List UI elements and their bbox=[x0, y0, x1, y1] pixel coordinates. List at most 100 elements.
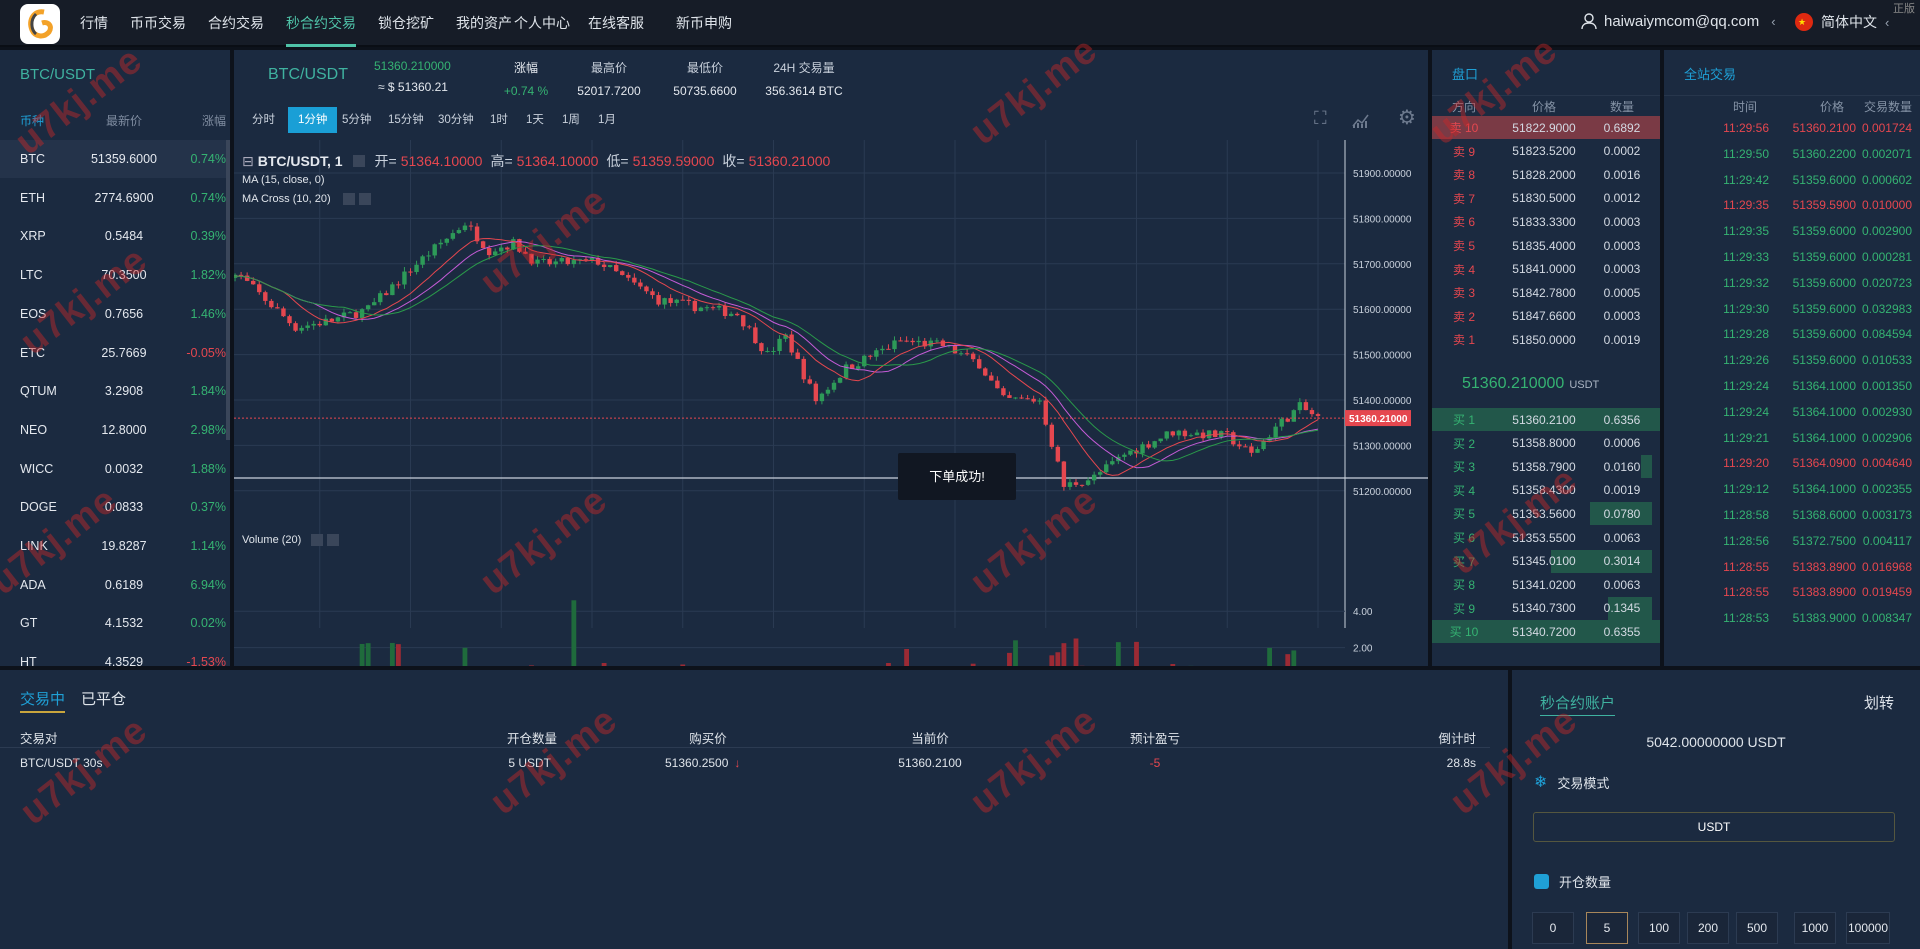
macross-settings-icon[interactable] bbox=[342, 193, 355, 205]
volume-bar bbox=[365, 643, 371, 666]
tab-closed-positions[interactable]: 已平仓 bbox=[81, 691, 127, 708]
bid-row[interactable]: 买 1 51360.2100 0.6356 bbox=[1432, 408, 1660, 431]
timeframe-tab[interactable]: 15分钟 bbox=[388, 114, 424, 126]
market-row[interactable]: ETH 2774.6900 0.74% bbox=[0, 179, 226, 217]
volume-bar bbox=[601, 663, 607, 666]
trade-amount: 0.000602 bbox=[1861, 172, 1912, 187]
coin-price: 0.5484 bbox=[104, 229, 144, 244]
candle bbox=[565, 258, 570, 265]
timeframe-tab[interactable]: 5分钟 bbox=[342, 114, 372, 126]
position-row[interactable]: BTC/USDT 30s 5 USDT 51360.2500 ↓ 51360.21… bbox=[0, 752, 1490, 776]
nav-item[interactable]: 个人中心 bbox=[514, 15, 570, 31]
market-row[interactable]: QTUM 3.2908 1.84% bbox=[0, 372, 226, 410]
timeframe-tab[interactable]: 1时 bbox=[490, 114, 508, 126]
ask-row[interactable]: 卖 8 51828.2000 0.0016 bbox=[1432, 163, 1660, 186]
bid-row[interactable]: 买 6 51353.5500 0.0063 bbox=[1432, 526, 1660, 549]
candlestick-chart[interactable]: 51900.00000 51800.00000 51700.00000 51600.0… bbox=[234, 140, 1428, 666]
timeframe-tab[interactable]: 30分钟 bbox=[438, 114, 474, 126]
order-amount: 0.3014 bbox=[1603, 554, 1641, 569]
amount-option[interactable]: 200 bbox=[1687, 912, 1729, 944]
timeframe-tab[interactable]: 1月 bbox=[598, 114, 616, 126]
ask-row[interactable]: 卖 3 51842.7800 0.0005 bbox=[1432, 281, 1660, 304]
logo[interactable] bbox=[20, 4, 60, 44]
market-row[interactable]: ADA 0.6189 6.94% bbox=[0, 566, 226, 604]
nav-item[interactable]: 锁仓挖矿 bbox=[378, 15, 434, 31]
timeframe-tab[interactable]: 1分钟 bbox=[288, 107, 338, 133]
settings-gear-icon[interactable]: ⚙ bbox=[1398, 107, 1416, 129]
macross-close-icon[interactable] bbox=[358, 193, 371, 205]
indicator-icon[interactable] bbox=[1352, 112, 1370, 128]
market-row[interactable]: NEO 12.8000 2.98% bbox=[0, 411, 226, 449]
bid-row[interactable]: 买 10 51340.7200 0.6355 bbox=[1432, 620, 1660, 644]
trade-row: 11:29:32 51359.6000 0.020723 bbox=[1664, 271, 1920, 295]
candle bbox=[856, 366, 861, 369]
price-tick-label: 51400.00000 bbox=[1353, 396, 1412, 407]
coin-change: -0.05% bbox=[186, 345, 226, 360]
candle bbox=[547, 258, 552, 265]
collapse-icon[interactable]: ⊟ bbox=[242, 152, 254, 169]
nav-item[interactable]: 合约交易 bbox=[208, 15, 264, 31]
user-menu[interactable]: haiwaiymcom@qq.com ‹ bbox=[1580, 12, 1776, 30]
ask-row[interactable]: 卖 6 51833.3300 0.0003 bbox=[1432, 210, 1660, 233]
account-title[interactable]: 秒合约账户 bbox=[1540, 692, 1616, 716]
ask-row[interactable]: 卖 7 51830.5000 0.0012 bbox=[1432, 187, 1660, 210]
market-row[interactable]: LTC 70.3500 1.82% bbox=[0, 256, 226, 294]
col-change[interactable]: 涨幅 bbox=[201, 114, 226, 128]
col-coin[interactable]: 币种 bbox=[20, 114, 45, 128]
col-price[interactable]: 最新价 bbox=[105, 114, 142, 128]
scrollbar[interactable] bbox=[226, 140, 230, 440]
candle bbox=[426, 255, 431, 257]
ask-row[interactable]: 卖 10 51822.9000 0.6892 bbox=[1432, 116, 1660, 139]
bid-row[interactable]: 买 8 51341.0200 0.0063 bbox=[1432, 573, 1660, 596]
timeframe-tab[interactable]: 分时 bbox=[252, 114, 275, 126]
transfer-button[interactable]: 划转 bbox=[1864, 695, 1895, 712]
market-row[interactable]: XRP 0.5484 0.39% bbox=[0, 217, 226, 255]
market-row[interactable]: GT 4.1532 0.02% bbox=[0, 604, 226, 642]
bid-row[interactable]: 买 3 51358.7900 0.0160 bbox=[1432, 455, 1660, 479]
amount-option[interactable]: 100 bbox=[1638, 912, 1680, 944]
legend-settings-icon[interactable] bbox=[352, 155, 365, 167]
market-row[interactable]: DOGE 0.0833 0.37% bbox=[0, 488, 226, 526]
candle bbox=[244, 275, 250, 281]
ask-row[interactable]: 卖 1 51850.0000 0.0019 bbox=[1432, 328, 1660, 351]
bid-row[interactable]: 买 2 51358.8000 0.0006 bbox=[1432, 432, 1660, 455]
ask-row[interactable]: 卖 4 51841.0000 0.0003 bbox=[1432, 258, 1660, 281]
high-value: 51364.10000 bbox=[516, 153, 599, 169]
mode-select[interactable]: USDT bbox=[1533, 812, 1895, 842]
order-book-header: 方向 价格 数量 bbox=[1432, 96, 1652, 116]
nav-item[interactable]: 在线客服 bbox=[588, 15, 644, 31]
market-row[interactable]: EOS 0.7656 1.46% bbox=[0, 295, 226, 333]
bid-row[interactable]: 买 7 51345.0100 0.3014 bbox=[1432, 549, 1660, 573]
market-row[interactable]: BTC 51359.6000 0.74% bbox=[0, 140, 226, 178]
nav-item[interactable]: 行情 bbox=[80, 15, 108, 31]
nav-item[interactable]: 秒合约交易 bbox=[286, 0, 356, 47]
market-row[interactable]: ETC 25.7669 -0.05% bbox=[0, 334, 226, 372]
ask-row[interactable]: 卖 9 51823.5200 0.0002 bbox=[1432, 140, 1660, 163]
nav-item[interactable]: 新币申购 bbox=[676, 15, 732, 31]
bid-row[interactable]: 买 9 51340.7300 0.1345 bbox=[1432, 596, 1660, 620]
market-row[interactable]: LINK 19.8287 1.14% bbox=[0, 527, 226, 565]
fullscreen-icon[interactable]: ⛶ bbox=[1314, 108, 1327, 128]
ask-row[interactable]: 卖 2 51847.6600 0.0003 bbox=[1432, 305, 1660, 328]
ask-row[interactable]: 卖 5 51835.4000 0.0003 bbox=[1432, 234, 1660, 257]
amount-option[interactable]: 5 bbox=[1586, 912, 1628, 944]
market-row[interactable]: HT 4.3529 -1.53% bbox=[0, 643, 226, 681]
trade-price: 51359.6000 bbox=[1792, 353, 1856, 368]
amount-option[interactable]: 100000 bbox=[1846, 912, 1890, 944]
volume-settings-icon[interactable] bbox=[311, 534, 324, 546]
market-row[interactable]: WICC 0.0032 1.88% bbox=[0, 450, 226, 488]
coin-price: 70.3500 bbox=[101, 268, 147, 283]
bid-row[interactable]: 买 4 51358.4300 0.0019 bbox=[1432, 479, 1660, 502]
timeframe-tab[interactable]: 1天 bbox=[526, 114, 544, 126]
nav-item[interactable]: 币币交易 bbox=[130, 15, 186, 31]
tab-open-positions[interactable]: 交易中 bbox=[20, 688, 66, 713]
nav-item[interactable]: 我的资产 bbox=[456, 15, 512, 31]
language-menu[interactable]: ★ 简体中文 ‹ bbox=[1795, 12, 1889, 32]
bid-row[interactable]: 买 5 51353.5600 0.0780 bbox=[1432, 502, 1660, 526]
amount-option[interactable]: 1000 bbox=[1794, 912, 1836, 944]
amount-option[interactable]: 0 bbox=[1532, 912, 1574, 944]
timeframe-tab[interactable]: 1周 bbox=[562, 114, 580, 126]
amount-option[interactable]: 500 bbox=[1736, 912, 1778, 944]
volume-close-icon[interactable] bbox=[327, 534, 340, 546]
high-value: 52017.7200 bbox=[577, 84, 641, 98]
